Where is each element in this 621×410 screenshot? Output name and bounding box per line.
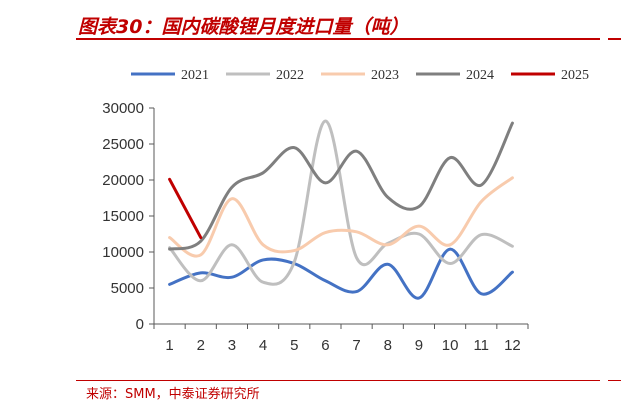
title-underline [76, 38, 600, 40]
y-tick-label: 0 [136, 316, 144, 333]
legend: 2021 2022 2023 2024 2025 [131, 68, 589, 83]
legend-label-2023: 2023 [371, 68, 399, 83]
legend-label-2024: 2024 [466, 68, 494, 83]
x-tick-label: 11 [473, 337, 489, 354]
chart-title: 图表30：国内碳酸锂月度进口量（吨） [78, 16, 409, 38]
x-tick-label: 6 [321, 337, 329, 354]
y-tick-label: 30000 [102, 100, 144, 117]
series-lines [168, 119, 514, 300]
source-note: 来源：SMM，中泰证券研究所 [86, 387, 260, 402]
legend-label-2022: 2022 [276, 68, 304, 83]
series-line-2022 [168, 119, 514, 286]
x-tick-label: 9 [415, 337, 423, 354]
x-tick-label: 7 [352, 337, 360, 354]
title-underline-right [608, 38, 621, 40]
legend-label-2025: 2025 [561, 68, 589, 83]
x-tick-label: 1 [165, 337, 173, 354]
y-tick-label: 25000 [102, 136, 144, 153]
legend-label-2021: 2021 [181, 68, 209, 83]
series-line-2021 [168, 247, 514, 300]
y-tick-label: 5000 [111, 280, 144, 297]
x-tick-label: 2 [197, 337, 205, 354]
x-tick-label: 5 [290, 337, 298, 354]
series-line-2025 [168, 177, 203, 240]
source-divider [76, 380, 600, 381]
x-tick-label: 12 [504, 337, 521, 354]
y-tick-label: 15000 [102, 208, 144, 225]
series-line-2024 [168, 121, 514, 251]
x-tick-label: 8 [384, 337, 392, 354]
x-tick-label: 10 [442, 337, 459, 354]
x-tick-label: 4 [259, 337, 267, 354]
source-divider-right [608, 380, 621, 381]
series-line-2023 [168, 176, 514, 258]
y-tick-label: 10000 [102, 244, 144, 261]
y-tick-label: 20000 [102, 172, 144, 189]
x-tick-label: 3 [228, 337, 236, 354]
